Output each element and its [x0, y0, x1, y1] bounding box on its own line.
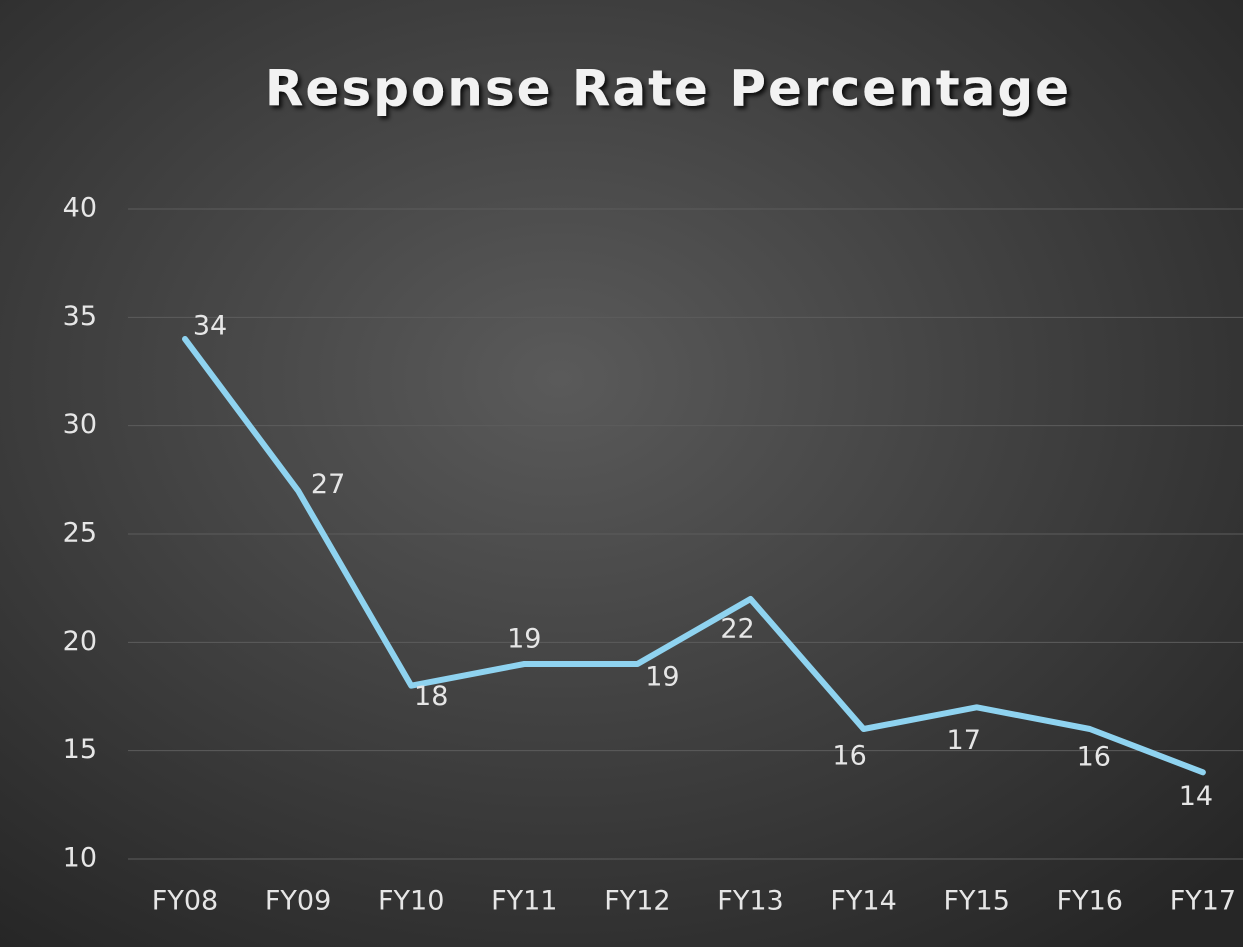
- data-label: 19: [507, 624, 541, 655]
- y-tick-label: 15: [63, 734, 97, 765]
- data-label: 18: [414, 681, 448, 712]
- x-tick-label: FY13: [717, 886, 783, 917]
- chart-title: Response Rate Percentage: [265, 60, 1071, 118]
- line: [182, 336, 1206, 776]
- data-label: 16: [832, 741, 866, 772]
- data-label: 17: [947, 725, 981, 756]
- y-tick-label: 40: [63, 193, 97, 224]
- x-tick-label: FY17: [1170, 886, 1236, 917]
- data-label: 34: [193, 311, 227, 342]
- data-label: 16: [1077, 742, 1111, 773]
- x-tick-label: FY08: [152, 886, 218, 917]
- data-label: 27: [311, 469, 345, 500]
- x-tick-label: FY15: [944, 886, 1010, 917]
- y-tick-label: 30: [63, 409, 97, 440]
- data-label: 19: [645, 662, 679, 693]
- y-tick-label: 20: [63, 626, 97, 657]
- y-tick-label: 25: [63, 518, 97, 549]
- x-tick-label: FY14: [830, 886, 896, 917]
- x-tick-label: FY09: [265, 886, 331, 917]
- x-tick-label: FY11: [491, 886, 557, 917]
- data-label: 22: [720, 614, 754, 645]
- data-label: 14: [1179, 781, 1213, 812]
- y-tick-label: 35: [63, 301, 97, 332]
- x-tick-label: FY12: [604, 886, 670, 917]
- y-tick-label: 10: [63, 843, 97, 874]
- x-tick-label: FY16: [1057, 886, 1123, 917]
- x-tick-label: FY10: [378, 886, 444, 917]
